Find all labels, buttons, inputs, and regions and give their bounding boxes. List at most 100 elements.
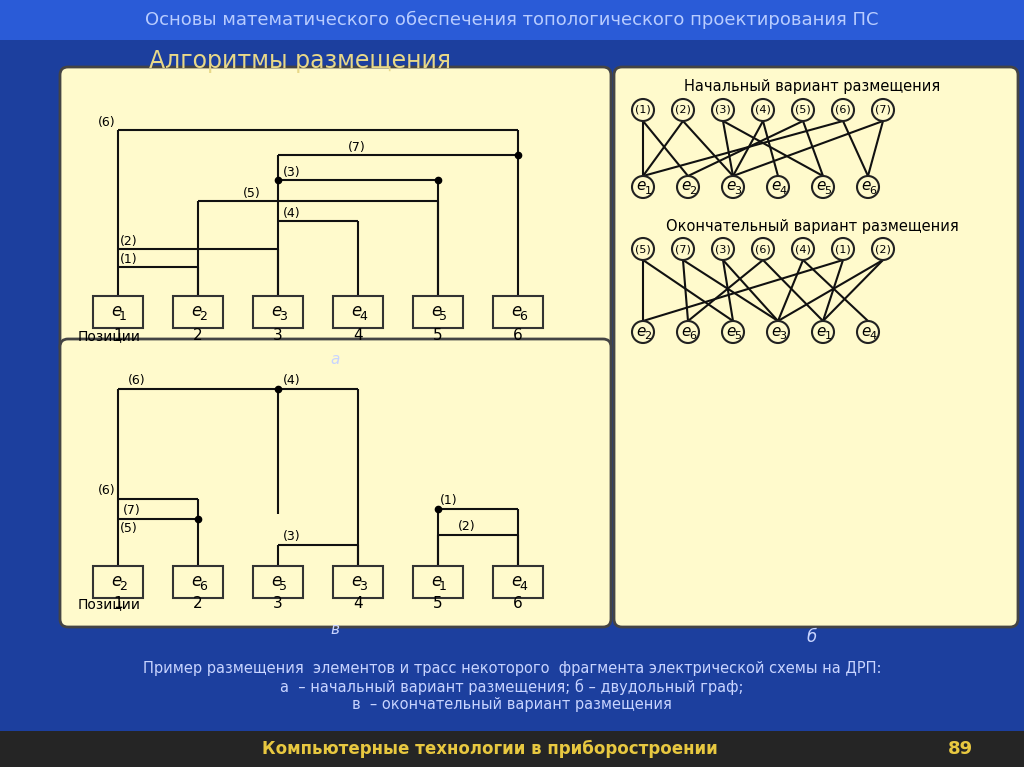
Text: 2: 2 — [689, 186, 696, 196]
Text: (4): (4) — [755, 105, 771, 115]
Text: Начальный вариант размещения: Начальный вариант размещения — [684, 80, 940, 94]
Text: 6: 6 — [513, 597, 523, 611]
Text: (3): (3) — [715, 244, 731, 254]
Text: 4: 4 — [359, 310, 367, 322]
Text: 2: 2 — [199, 310, 207, 322]
Circle shape — [857, 321, 879, 343]
FancyBboxPatch shape — [333, 296, 383, 328]
Text: в: в — [331, 621, 340, 637]
Text: 2: 2 — [644, 331, 651, 341]
Text: e: e — [861, 324, 870, 338]
Text: e: e — [431, 572, 441, 590]
Text: 3: 3 — [779, 331, 786, 341]
Text: e: e — [431, 302, 441, 320]
Text: (3): (3) — [283, 530, 301, 543]
Text: (2): (2) — [675, 105, 691, 115]
FancyBboxPatch shape — [0, 0, 1024, 40]
Text: e: e — [271, 302, 282, 320]
FancyBboxPatch shape — [93, 566, 143, 598]
Text: e: e — [681, 179, 690, 193]
Text: (4): (4) — [795, 244, 811, 254]
Circle shape — [752, 238, 774, 260]
Text: 4: 4 — [869, 331, 877, 341]
Circle shape — [722, 321, 744, 343]
Text: Окончательный вариант размещения: Окончательный вариант размещения — [666, 219, 958, 235]
Text: 6: 6 — [519, 310, 527, 322]
Text: (3): (3) — [283, 166, 301, 179]
Text: (6): (6) — [98, 484, 116, 497]
Text: 5: 5 — [439, 310, 447, 322]
Text: (5): (5) — [795, 105, 811, 115]
Circle shape — [872, 99, 894, 121]
Text: e: e — [190, 302, 201, 320]
Text: (2): (2) — [120, 235, 137, 248]
Text: e: e — [636, 179, 646, 193]
Circle shape — [831, 99, 854, 121]
Text: 3: 3 — [280, 310, 287, 322]
Text: (7): (7) — [675, 244, 691, 254]
Circle shape — [792, 99, 814, 121]
Text: в  – окончательный вариант размещения: в – окончательный вариант размещения — [352, 697, 672, 713]
FancyBboxPatch shape — [493, 296, 543, 328]
Circle shape — [752, 99, 774, 121]
Circle shape — [857, 176, 879, 198]
Text: 1: 1 — [439, 580, 446, 592]
Text: e: e — [636, 324, 646, 338]
Text: 89: 89 — [947, 740, 973, 758]
Text: 2: 2 — [119, 580, 127, 592]
Text: а  – начальный вариант размещения; б – двудольный граф;: а – начальный вариант размещения; б – дв… — [281, 679, 743, 695]
Text: e: e — [511, 302, 521, 320]
FancyBboxPatch shape — [253, 566, 303, 598]
Circle shape — [812, 321, 834, 343]
Text: e: e — [271, 572, 282, 590]
Text: 5: 5 — [734, 331, 741, 341]
Text: e: e — [726, 324, 735, 338]
Text: 6: 6 — [689, 331, 696, 341]
Text: (4): (4) — [283, 374, 301, 387]
Circle shape — [672, 238, 694, 260]
Text: Позиции: Позиции — [78, 329, 141, 343]
Circle shape — [632, 321, 654, 343]
Text: 2: 2 — [194, 328, 203, 344]
Text: 1: 1 — [119, 310, 127, 322]
Text: e: e — [351, 572, 361, 590]
FancyBboxPatch shape — [173, 296, 223, 328]
Text: (6): (6) — [98, 116, 116, 129]
Text: (1): (1) — [440, 494, 458, 507]
Text: (3): (3) — [715, 105, 731, 115]
Text: e: e — [816, 324, 825, 338]
Circle shape — [677, 321, 699, 343]
Text: 5: 5 — [433, 597, 442, 611]
Circle shape — [632, 176, 654, 198]
Circle shape — [872, 238, 894, 260]
Text: 3: 3 — [273, 328, 283, 344]
Text: (2): (2) — [876, 244, 891, 254]
Text: (4): (4) — [283, 207, 301, 220]
Text: (6): (6) — [128, 374, 145, 387]
Text: (1): (1) — [120, 253, 137, 266]
Text: e: e — [351, 302, 361, 320]
Text: 5: 5 — [824, 186, 831, 196]
Circle shape — [767, 321, 790, 343]
Text: а: а — [331, 353, 340, 367]
Text: 1: 1 — [114, 597, 123, 611]
FancyBboxPatch shape — [614, 67, 1018, 627]
Text: 1: 1 — [644, 186, 651, 196]
Text: Компьютерные технологии в приборостроении: Компьютерные технологии в приборостроени… — [262, 740, 718, 758]
Text: (2): (2) — [458, 520, 475, 533]
Circle shape — [632, 238, 654, 260]
Text: 5: 5 — [433, 328, 442, 344]
Circle shape — [677, 176, 699, 198]
Text: e: e — [771, 324, 780, 338]
Text: (7): (7) — [123, 504, 140, 517]
Text: e: e — [771, 179, 780, 193]
Circle shape — [632, 99, 654, 121]
Text: (7): (7) — [348, 141, 366, 154]
Text: (5): (5) — [120, 522, 138, 535]
Text: e: e — [190, 572, 201, 590]
FancyBboxPatch shape — [413, 296, 463, 328]
Circle shape — [712, 238, 734, 260]
Text: (7): (7) — [876, 105, 891, 115]
Circle shape — [722, 176, 744, 198]
Text: 1: 1 — [824, 331, 831, 341]
